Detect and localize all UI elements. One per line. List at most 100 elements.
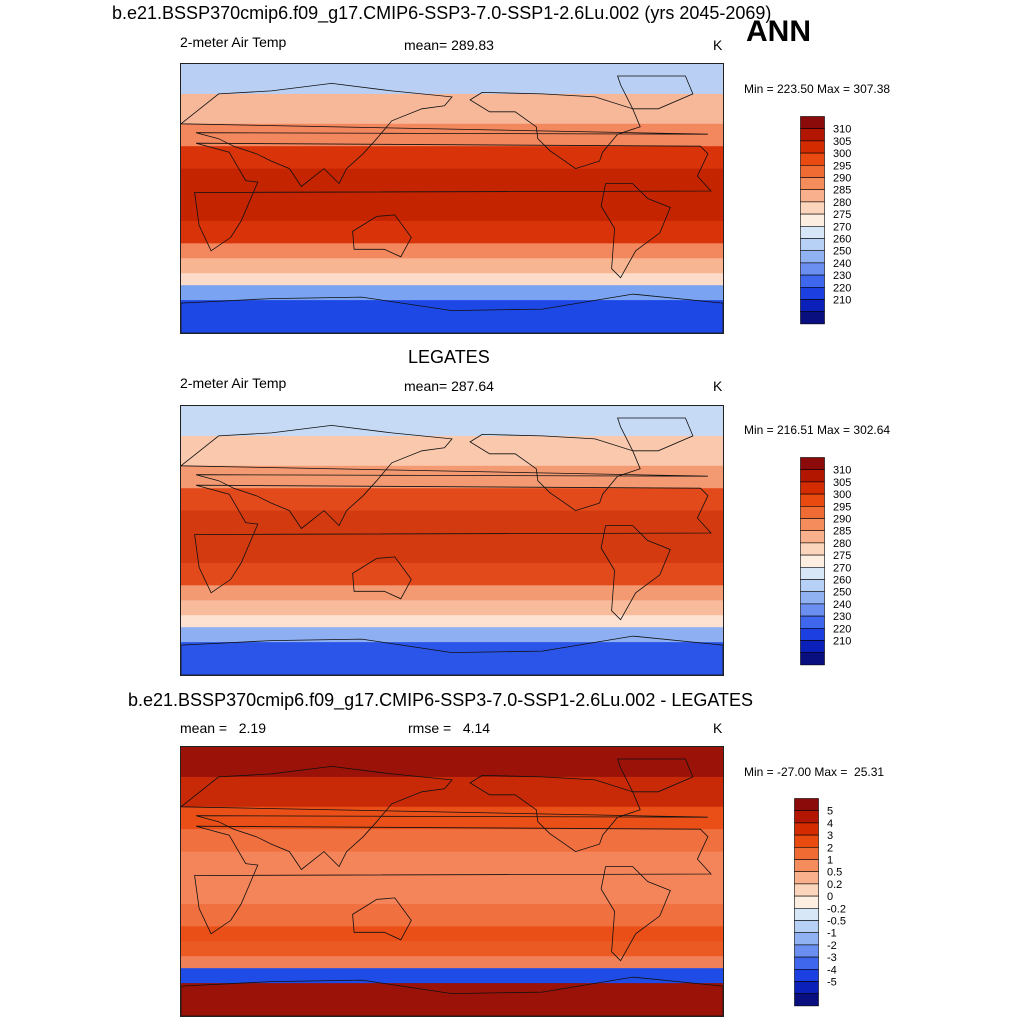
coastline	[469, 433, 641, 512]
colorbar-tick-label: 0.2	[827, 879, 842, 891]
panel-model-mean-label: mean= 289.83	[404, 37, 494, 53]
colorbar-svg: 3103053002952902852802752702602502402302…	[800, 116, 851, 325]
colorbar-box	[794, 944, 819, 958]
temperature-band	[181, 627, 723, 643]
colorbar-box	[800, 226, 825, 239]
panel-obs-minmax-label: Min = 216.51 Max = 302.64	[744, 423, 891, 437]
season-label: ANN	[746, 15, 811, 48]
coastline	[600, 866, 671, 962]
colorbar-tick-label: 310	[833, 124, 851, 136]
coastline	[181, 293, 723, 333]
panel-model-variable-label: 2-meter Air Temp	[180, 34, 287, 50]
colorbar-box	[800, 201, 825, 215]
temperature-band	[181, 64, 723, 95]
temperature-band	[181, 851, 723, 905]
coastline	[600, 183, 671, 279]
temperature-band	[181, 968, 723, 984]
colorbar-box	[800, 116, 825, 129]
panel-model-map	[180, 63, 724, 334]
colorbar-box	[800, 481, 825, 495]
colorbar-box	[794, 859, 819, 872]
panel-obs-mean-label: mean= 287.64	[404, 378, 494, 394]
temperature-band	[181, 258, 723, 274]
coastline	[181, 635, 723, 675]
colorbar-tick-label: -0.2	[827, 903, 846, 915]
panel-obs-colorbar: 310 305 300 295 290 285 280 275 270 260 250 240 230 2…	[800, 457, 870, 666]
colorbar-box	[800, 238, 825, 251]
colorbar-box	[800, 457, 825, 470]
coastline	[617, 758, 694, 793]
colorbar-box	[794, 822, 819, 836]
colorbar-tick-label: -5	[827, 977, 837, 989]
panel-obs-title: LEGATES	[408, 347, 490, 367]
panel-model-units-label: K	[713, 37, 723, 53]
colorbar-tick-label: 285	[833, 185, 851, 197]
colorbar-box	[800, 311, 825, 325]
panel-diff-rmse-label: rmse = 4.14	[408, 720, 491, 736]
colorbar-tick-label: 250	[833, 587, 851, 599]
colorbar-box	[794, 798, 819, 811]
colorbar-box	[800, 213, 825, 227]
colorbar-box	[794, 834, 819, 848]
colorbar-box	[794, 956, 819, 970]
colorbar-tick-label: 260	[833, 234, 851, 246]
colorbar-box	[800, 542, 825, 556]
temperature-band	[181, 243, 723, 259]
panel-diff-minmax-label: Min = -27.00 Max = 25.31	[744, 765, 885, 779]
coastline	[181, 82, 708, 188]
colorbar-box	[800, 518, 825, 531]
temperature-band	[181, 123, 723, 147]
colorbar-tick-label: 0.5	[827, 867, 842, 879]
colorbar-box	[800, 177, 825, 190]
colorbar-box	[800, 164, 825, 178]
colorbar-tick-label: 295	[833, 160, 851, 172]
temperature-band	[181, 585, 723, 601]
coastline	[352, 556, 412, 600]
colorbar-tick-label: 230	[833, 270, 851, 282]
coastline	[194, 484, 712, 594]
temperature-band	[181, 285, 723, 301]
colorbar-box	[794, 981, 819, 994]
colorbar-box	[800, 628, 825, 641]
colorbar-box	[800, 505, 825, 519]
panel-model-colorbar: 310 305 300 295 290 285 280 275 270 260 250 240 230 2…	[800, 116, 870, 325]
panel-diff-map	[180, 746, 724, 1017]
colorbar-box	[794, 871, 819, 885]
colorbar-box	[800, 152, 825, 166]
map-svg	[181, 64, 723, 333]
map-svg	[181, 747, 723, 1016]
colorbar-tick-label: 240	[833, 599, 851, 611]
temperature-band	[181, 168, 723, 222]
temperature-band	[181, 488, 723, 512]
temperature-band	[181, 465, 723, 489]
colorbar-tick-label: -2	[827, 940, 837, 952]
colorbar-box	[800, 262, 825, 276]
colorbar-box	[794, 810, 819, 824]
colorbar-box	[800, 615, 825, 629]
colorbar-tick-label: 3	[827, 830, 833, 842]
coastline	[469, 91, 641, 170]
coastline	[181, 976, 723, 1016]
colorbar-tick-label: -0.5	[827, 916, 846, 928]
colorbar-box	[800, 189, 825, 203]
temperature-band	[181, 220, 723, 244]
colorbar-tick-label: 280	[833, 538, 851, 550]
colorbar-tick-label: 5	[827, 806, 833, 818]
panel-obs-variable-label: 2-meter Air Temp	[180, 375, 287, 391]
colorbar-box	[800, 299, 825, 312]
temperature-band	[181, 406, 723, 437]
colorbar-tick-label: 285	[833, 526, 851, 538]
coastline	[181, 424, 708, 530]
colorbar-tick-label: 210	[833, 295, 851, 307]
coastline	[617, 417, 694, 452]
colorbar-tick-label: -1	[827, 928, 837, 940]
colorbar-box	[800, 640, 825, 653]
colorbar-box	[794, 883, 819, 897]
colorbar-box	[800, 567, 825, 580]
colorbar-tick-label: 2	[827, 842, 833, 854]
colorbar-box	[800, 493, 825, 507]
colorbar-box	[794, 932, 819, 946]
colorbar-tick-label: 260	[833, 575, 851, 587]
colorbar-tick-label: 305	[833, 477, 851, 489]
panel-model-minmax-label: Min = 223.50 Max = 307.38	[744, 82, 891, 96]
